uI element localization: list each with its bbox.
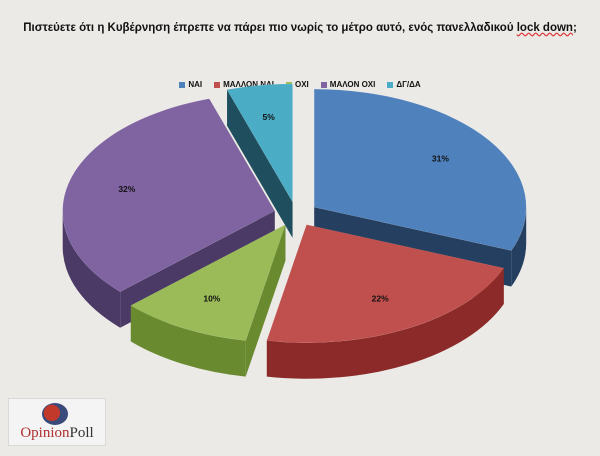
title-main: Πιστεύετε ότι η Κυβέρνηση έπρεπε να πάρε… — [23, 22, 517, 34]
legend-item-3: ΜΑΛΟΝ ΟΧΙ — [320, 80, 376, 89]
logo-circle-icon — [42, 403, 68, 425]
opinion-poll-logo: OpinionPoll — [8, 398, 106, 446]
legend-label-4: ΔΓ/ΔΑ — [396, 80, 421, 89]
data-label-2: 10% — [203, 293, 220, 303]
legend-item-0: ΝΑΙ — [179, 80, 202, 89]
data-label-0: 31% — [432, 154, 449, 164]
legend-swatch-1 — [214, 81, 221, 88]
pie-slice-2 — [130, 224, 286, 341]
slice-rim-2-0 — [130, 305, 246, 377]
slice-wall-4-0 — [227, 89, 293, 238]
slice-rim-1-0 — [266, 268, 504, 379]
slice-sides-4 — [227, 89, 293, 238]
data-label-4: 5% — [263, 112, 276, 122]
legend-swatch-4 — [387, 81, 394, 88]
legend-label-2: ΟΧΙ — [295, 80, 309, 89]
legend-swatch-3 — [320, 81, 327, 88]
legend-item-1: ΜΑΛΛΟΝ ΝΑΙ — [214, 80, 274, 89]
data-label-3: 32% — [118, 184, 135, 194]
legend-swatch-0 — [179, 81, 186, 88]
data-label-1: 22% — [372, 293, 389, 303]
pie-slice-0 — [313, 88, 527, 251]
pie-slice-1 — [266, 224, 505, 343]
slice-rim-3-0 — [62, 210, 121, 328]
pie-slice-3 — [62, 98, 276, 293]
legend-label-1: ΜΑΛΛΟΝ ΝΑΙ — [223, 80, 274, 89]
slice-rim-0-0 — [511, 207, 527, 287]
title-lockdown: lock down — [516, 22, 573, 34]
logo-text: OpinionPoll — [20, 425, 94, 441]
chart-title: Πιστεύετε ότι η Κυβέρνηση έπρεπε να πάρε… — [0, 22, 600, 34]
pie-slice-4 — [226, 83, 293, 203]
title-end: ; — [572, 22, 577, 34]
legend-label-0: ΝΑΙ — [188, 80, 203, 89]
legend-item-4: ΔΓ/ΔΑ — [387, 80, 421, 89]
legend-label-3: ΜΑΛΟΝ ΟΧΙ — [329, 80, 376, 89]
